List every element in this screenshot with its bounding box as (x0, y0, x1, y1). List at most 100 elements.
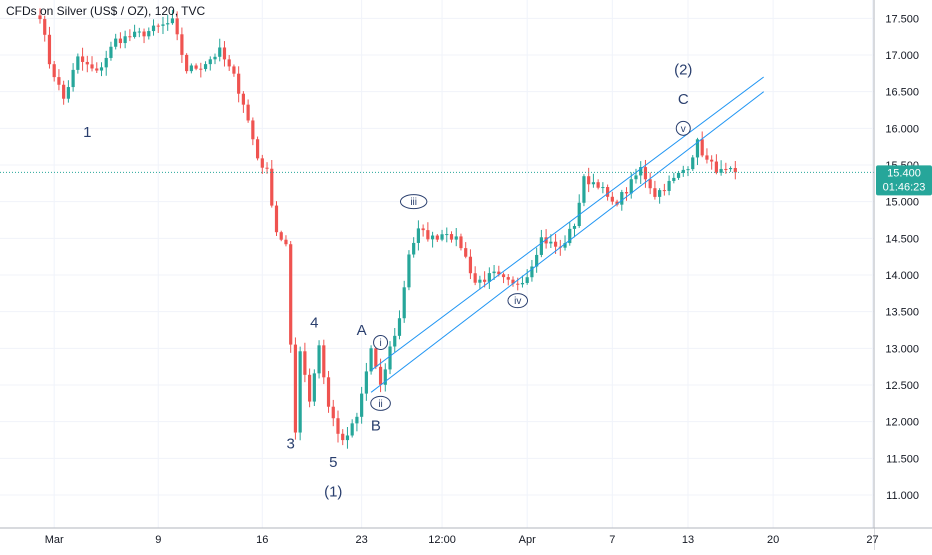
candle-body (151, 25, 156, 32)
candle-body (43, 19, 47, 35)
candle-body (667, 180, 671, 191)
candle-body (705, 155, 709, 160)
candle-body (161, 24, 165, 26)
candle-body (128, 36, 132, 38)
price-tick-label: 12.000 (885, 417, 919, 429)
candle-body (662, 190, 666, 192)
candle-body (478, 279, 482, 283)
channel-line (370, 76, 764, 371)
price-tick-label: 16.000 (885, 123, 919, 135)
wave-label: 1 (83, 124, 91, 141)
candle-body (426, 230, 430, 240)
candle-body (492, 271, 496, 274)
wave-label: iv (514, 296, 521, 307)
candle-body (218, 47, 222, 57)
candle-body (686, 169, 690, 171)
bar-countdown: 01:46:23 (883, 181, 926, 193)
wave-label: B (371, 417, 381, 434)
candle-body (520, 282, 525, 285)
candle-body (587, 176, 591, 185)
wave-label: v (681, 124, 686, 135)
time-tick-label: 16 (256, 534, 268, 546)
wave-label: (2) (674, 62, 692, 79)
candle-body (563, 243, 567, 248)
candle-body (203, 64, 208, 70)
time-tick-label: 27 (866, 534, 878, 546)
candle-body (227, 59, 231, 67)
candle-body (341, 433, 345, 441)
time-axis[interactable] (0, 528, 874, 550)
candle-body (553, 241, 558, 247)
price-axis[interactable] (874, 0, 932, 550)
candle-body (289, 244, 293, 345)
candle-body (284, 239, 288, 245)
candle-body (270, 168, 274, 206)
candle-body (624, 192, 629, 194)
candle-body (156, 25, 160, 27)
candle-body (241, 93, 245, 105)
candle-body (672, 177, 676, 181)
candle-body (237, 73, 241, 94)
candle-body (695, 139, 700, 158)
candle-body (728, 167, 733, 170)
candle-body (90, 64, 94, 69)
candle-body (222, 47, 227, 60)
candle-body (620, 192, 624, 205)
candle-body (317, 345, 321, 374)
candle-body (568, 228, 572, 244)
candle-body (99, 67, 104, 71)
last-price-value: 15.400 (887, 167, 921, 179)
candle-body (260, 158, 264, 168)
candle-body (549, 241, 553, 244)
candle-body (506, 277, 510, 280)
candle-body (383, 369, 387, 385)
candle-body (511, 279, 515, 284)
candle-body (175, 18, 179, 35)
candle-body (189, 65, 193, 72)
candle-body (232, 66, 236, 74)
candle-body (591, 182, 596, 185)
symbol-legend[interactable]: CFDs on Silver (US$ / OZ), 120, TVC (6, 4, 206, 18)
candle-body (596, 182, 600, 188)
candle-body (255, 139, 260, 159)
wave-label: 4 (310, 315, 318, 332)
price-tick-label: 14.000 (885, 270, 919, 282)
candle-body (66, 87, 70, 99)
candle-body (606, 187, 610, 197)
candle-body (185, 54, 189, 72)
candle-body (516, 283, 520, 285)
candle-body (76, 56, 80, 70)
candle-body (350, 423, 354, 436)
candle-body (459, 236, 463, 249)
candle-body (104, 57, 108, 68)
candle-body (648, 179, 652, 189)
candle-body (530, 266, 534, 278)
candle-body (724, 168, 728, 170)
candle-body (464, 248, 468, 257)
plot-background (0, 0, 874, 528)
price-badge-box (876, 165, 932, 196)
candle-body (710, 159, 714, 162)
candle-body (473, 273, 477, 283)
candle-body (658, 190, 662, 197)
price-tick-label: 13.500 (885, 307, 919, 319)
candle-body (714, 161, 718, 173)
candle-body (246, 104, 250, 121)
candle-body (483, 279, 487, 282)
candle-body (360, 393, 364, 417)
candle-body (142, 31, 146, 37)
candle-body (440, 234, 444, 240)
candle-body (539, 237, 543, 255)
candle-body (572, 225, 577, 229)
time-tick-label: 9 (155, 534, 161, 546)
price-tick-label: 15.000 (885, 197, 919, 209)
candle-body (369, 348, 373, 372)
wave-label: (1) (324, 483, 342, 500)
wave-circle (675, 120, 691, 136)
candle-body (62, 84, 66, 99)
candle-body (468, 256, 473, 274)
candle-body (421, 228, 425, 231)
